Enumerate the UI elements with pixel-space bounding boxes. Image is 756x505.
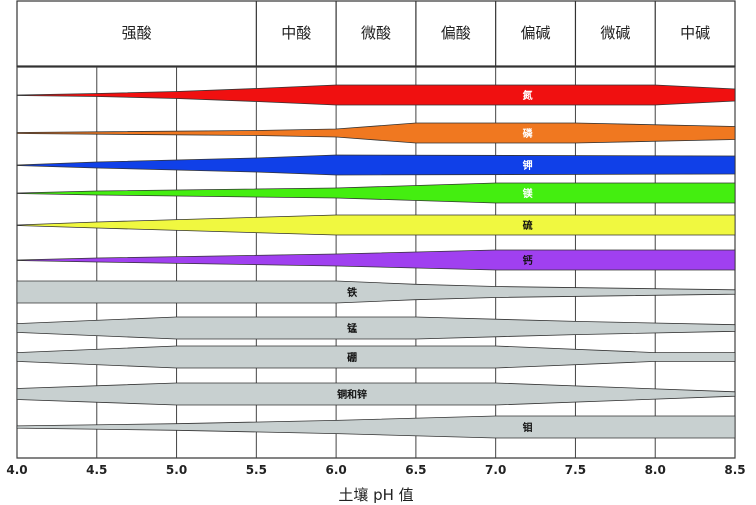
x-tick-label: 6.0 [325,463,346,477]
nutrient-band [16,280,736,304]
nutrient-band [16,382,736,406]
nutrient-band [16,182,736,204]
zone-label: 强酸 [122,24,152,42]
nutrient-band [16,214,736,236]
nutrient-band [16,345,736,369]
nutrient-label: 磷 [523,127,534,140]
x-tick-label: 8.5 [724,463,745,477]
nutrient-label: 硫 [523,219,533,232]
x-tick-label: 6.5 [405,463,426,477]
nutrient-label: 氮 [523,89,533,102]
nutrient-band [16,249,736,271]
x-axis-ticks: 4.0 4.5 5.0 5.5 6.0 6.5 7.0 7.5 8.0 8.5 [6,463,745,477]
zone-label: 微酸 [361,24,391,42]
nutrient-label: 钾 [523,159,533,172]
x-tick-label: 4.5 [86,463,107,477]
nutrient-label: 锰 [347,322,357,335]
nutrient-band [16,84,736,106]
zone-label: 中酸 [281,24,311,42]
x-tick-label: 4.0 [6,463,27,477]
nutrient-label: 钙 [523,254,533,267]
nutrient-band [16,316,736,340]
x-tick-label: 5.0 [166,463,187,477]
zone-label: 微碱 [600,24,630,42]
nutrient-band [16,154,736,176]
x-tick-label: 7.0 [485,463,506,477]
x-tick-label: 8.0 [645,463,666,477]
x-tick-label: 5.5 [246,463,267,477]
nutrient-label: 硼 [346,352,357,364]
zone-label: 中碱 [680,24,710,42]
zone-label: 偏酸 [441,24,471,42]
x-axis-label: 土壤 pH 值 [338,486,413,504]
zone-label: 偏碱 [521,24,551,42]
nutrient-label: 铜和锌 [337,388,367,401]
nutrient-label: 镁 [523,187,533,200]
nutrient-band [16,415,736,439]
nutrient-label: 铁 [347,286,357,299]
nutrient-label: 钼 [523,421,533,434]
nutrient-band [16,122,736,144]
x-tick-label: 7.5 [565,463,586,477]
ph-zone-header: 强酸 中酸 微酸 偏酸 偏碱 微碱 中碱 [16,0,736,67]
header-frame [16,0,736,67]
